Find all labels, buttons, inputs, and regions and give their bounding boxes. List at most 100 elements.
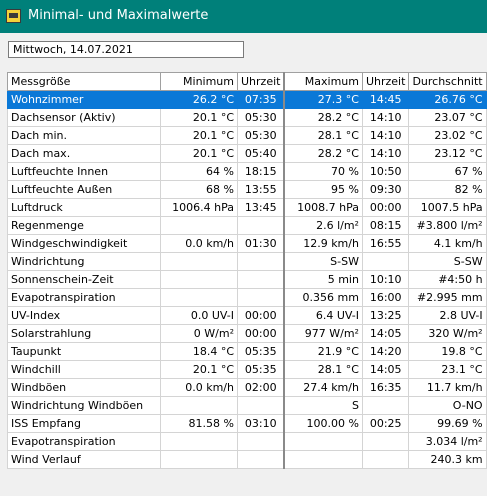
- table-row[interactable]: ISS Empfang 81.58 % 03:10 100.00 % 00:25 99.6…: [7, 414, 487, 433]
- cell-maximum: 12.9 km/h: [283, 234, 363, 253]
- cell-measure: Windböen: [7, 378, 161, 397]
- table-row[interactable]: Windböen 0.0 km/h 02:00 27.4 km/h 16:35 11.7 …: [7, 378, 487, 397]
- cell-maximum: S: [283, 396, 363, 415]
- table-row[interactable]: Sonnenschein-Zeit 5 min 10:10 #4:50 h: [7, 270, 487, 289]
- table-row[interactable]: Windrichtung S-SW S-SW: [7, 252, 487, 271]
- cell-minimum: [160, 450, 238, 469]
- cell-maximum: 1008.7 hPa: [283, 198, 363, 217]
- cell-minimum: 81.58 %: [160, 414, 238, 433]
- cell-max-time: 14:45: [361, 90, 410, 109]
- cell-average: 3.034 l/m²: [408, 432, 487, 451]
- cell-measure: Windrichtung: [7, 252, 161, 271]
- cell-average: 82 %: [408, 180, 487, 199]
- cell-maximum: 100.00 %: [283, 414, 363, 433]
- cell-minimum: [160, 396, 238, 415]
- cell-max-time: 16:55: [361, 234, 410, 253]
- cell-maximum: 28.1 °C: [283, 360, 363, 379]
- column-header-max-time[interactable]: Uhrzeit: [361, 72, 410, 91]
- cell-average: 1007.5 hPa: [408, 198, 487, 217]
- cell-min-time: 02:00: [237, 378, 286, 397]
- cell-minimum: [160, 270, 238, 289]
- cell-maximum: S-SW: [283, 252, 363, 271]
- cell-max-time: 14:05: [361, 360, 410, 379]
- cell-minimum: 0 W/m²: [160, 324, 238, 343]
- table-row[interactable]: Taupunkt 18.4 °C 05:35 21.9 °C 14:20 19.8 °C: [7, 342, 487, 361]
- table-row[interactable]: Evapotranspiration 0.356 mm 16:00 #2.995 mm: [7, 288, 487, 307]
- title-bar[interactable]: Minimal- und Maximalwerte: [0, 0, 487, 33]
- cell-average: 23.1 °C: [408, 360, 487, 379]
- cell-max-time: 14:05: [361, 324, 410, 343]
- cell-maximum: 28.2 °C: [283, 108, 363, 127]
- cell-minimum: 64 %: [160, 162, 238, 181]
- table-row[interactable]: UV-Index 0.0 UV-I 00:00 6.4 UV-I 13:25 2.8 UV…: [7, 306, 487, 325]
- cell-maximum: [283, 432, 363, 451]
- cell-measure: Luftdruck: [7, 198, 161, 217]
- cell-measure: Dachsensor (Aktiv): [7, 108, 161, 127]
- table-row[interactable]: Dach min. 20.1 °C 05:30 28.1 °C 14:10 23.02 °…: [7, 126, 487, 145]
- cell-average: 23.07 °C: [408, 108, 487, 127]
- cell-measure: Luftfeuchte Außen: [7, 180, 161, 199]
- cell-measure: Evapotranspiration: [7, 288, 161, 307]
- cell-average: 23.12 °C: [408, 144, 487, 163]
- cell-maximum: 28.2 °C: [283, 144, 363, 163]
- cell-measure: UV-Index: [7, 306, 161, 325]
- table-row[interactable]: Luftfeuchte Außen 68 % 13:55 95 % 09:30 82 %: [7, 180, 487, 199]
- table-row[interactable]: Evapotranspiration 3.034 l/m²: [7, 432, 487, 451]
- cell-minimum: [160, 432, 238, 451]
- cell-measure: Luftfeuchte Innen: [7, 162, 161, 181]
- cell-min-time: 13:45: [237, 198, 286, 217]
- date-field[interactable]: Mittwoch, 14.07.2021: [8, 41, 244, 58]
- cell-average: 19.8 °C: [408, 342, 487, 361]
- cell-min-time: 13:55: [237, 180, 286, 199]
- cell-max-time: 08:15: [361, 216, 410, 235]
- cell-min-time: 07:35: [237, 90, 286, 109]
- table-row[interactable]: Wind Verlauf 240.3 km: [7, 450, 487, 469]
- cell-minimum: 0.0 UV-I: [160, 306, 238, 325]
- cell-min-time: [237, 432, 286, 451]
- table-row[interactable]: Solarstrahlung 0 W/m² 00:00 977 W/m² 14:05 32…: [7, 324, 487, 343]
- column-header-min-time[interactable]: Uhrzeit: [237, 72, 286, 91]
- cell-min-time: 05:30: [237, 108, 286, 127]
- column-header-minimum[interactable]: Minimum: [160, 72, 238, 91]
- cell-measure: Evapotranspiration: [7, 432, 161, 451]
- cell-minimum: 0.0 km/h: [160, 234, 238, 253]
- table-row[interactable]: Dach max. 20.1 °C 05:40 28.2 °C 14:10 23.12 °…: [7, 144, 487, 163]
- cell-min-time: 00:00: [237, 324, 286, 343]
- cell-min-time: [237, 252, 286, 271]
- cell-min-time: [237, 216, 286, 235]
- table-row[interactable]: Luftdruck 1006.4 hPa 13:45 1008.7 hPa 00:00 1…: [7, 198, 487, 217]
- cell-max-time: 14:10: [361, 144, 410, 163]
- table-row[interactable]: Wohnzimmer 26.2 °C 07:35 27.3 °C 14:45 26.76 …: [7, 90, 487, 109]
- table-row[interactable]: Regenmenge 2.6 l/m² 08:15 #3.800 l/m²: [7, 216, 487, 235]
- cell-max-time: 10:50: [361, 162, 410, 181]
- column-header-average[interactable]: Durchschnitt: [408, 72, 487, 91]
- cell-average: #2.995 mm: [408, 288, 487, 307]
- cell-measure: Solarstrahlung: [7, 324, 161, 343]
- cell-average: 99.69 %: [408, 414, 487, 433]
- cell-average: 23.02 °C: [408, 126, 487, 145]
- column-header-maximum[interactable]: Maximum: [283, 72, 363, 91]
- cell-min-time: 05:40: [237, 144, 286, 163]
- column-header-measure[interactable]: Messgröße: [7, 72, 161, 91]
- min-max-table: Messgröße Minimum Uhrzeit Maximum Uhrzei…: [7, 72, 487, 469]
- cell-minimum: [160, 252, 238, 271]
- cell-measure: Regenmenge: [7, 216, 161, 235]
- cell-maximum: 27.4 km/h: [283, 378, 363, 397]
- table-row[interactable]: Windgeschwindigkeit 0.0 km/h 01:30 12.9 km/…: [7, 234, 487, 253]
- cell-average: 2.8 UV-I: [408, 306, 487, 325]
- cell-min-time: [237, 396, 286, 415]
- cell-maximum: 21.9 °C: [283, 342, 363, 361]
- cell-measure: Windchill: [7, 360, 161, 379]
- cell-minimum: 20.1 °C: [160, 126, 238, 145]
- cell-measure: Dach min.: [7, 126, 161, 145]
- table-row[interactable]: Luftfeuchte Innen 64 % 18:15 70 % 10:50 67 %: [7, 162, 487, 181]
- cell-max-time: 16:00: [361, 288, 410, 307]
- cell-measure: Windgeschwindigkeit: [7, 234, 161, 253]
- table-row[interactable]: Dachsensor (Aktiv) 20.1 °C 05:30 28.2 °C 14:…: [7, 108, 487, 127]
- table-row[interactable]: Windrichtung Windböen S O-NO: [7, 396, 487, 415]
- cell-maximum: 95 %: [283, 180, 363, 199]
- cell-min-time: 00:00: [237, 306, 286, 325]
- table-row[interactable]: Windchill 20.1 °C 05:35 28.1 °C 14:05 23.1 °C: [7, 360, 487, 379]
- cell-maximum: 0.356 mm: [283, 288, 363, 307]
- cell-max-time: 14:20: [361, 342, 410, 361]
